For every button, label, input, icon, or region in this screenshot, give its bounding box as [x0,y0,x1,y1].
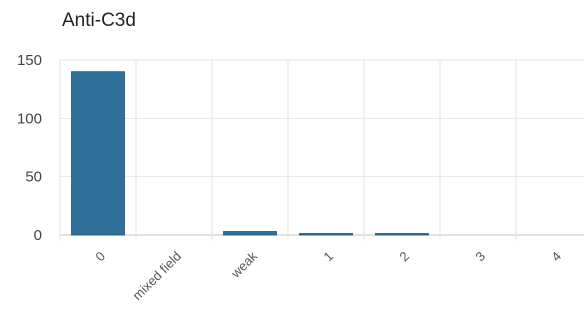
x-tick-label: 3 [472,249,488,265]
chart-title: Anti-C3d [62,10,136,31]
y-tick-label: 0 [34,227,42,244]
x-tick-label: 1 [320,249,336,265]
x-tick-label: 2 [396,249,412,265]
bar-2 [375,233,429,236]
bar-1 [299,233,353,236]
x-tick-label: mixed field [130,249,185,304]
x-tick-label: 0 [92,249,108,265]
y-tick-label: 100 [17,110,42,127]
y-tick-label: 150 [17,52,42,69]
y-tick-label: 50 [25,169,42,186]
bar-0 [71,71,125,236]
x-tick-label: weak [227,248,260,281]
bar-weak [223,231,277,236]
x-tick-label: 4 [548,249,564,265]
